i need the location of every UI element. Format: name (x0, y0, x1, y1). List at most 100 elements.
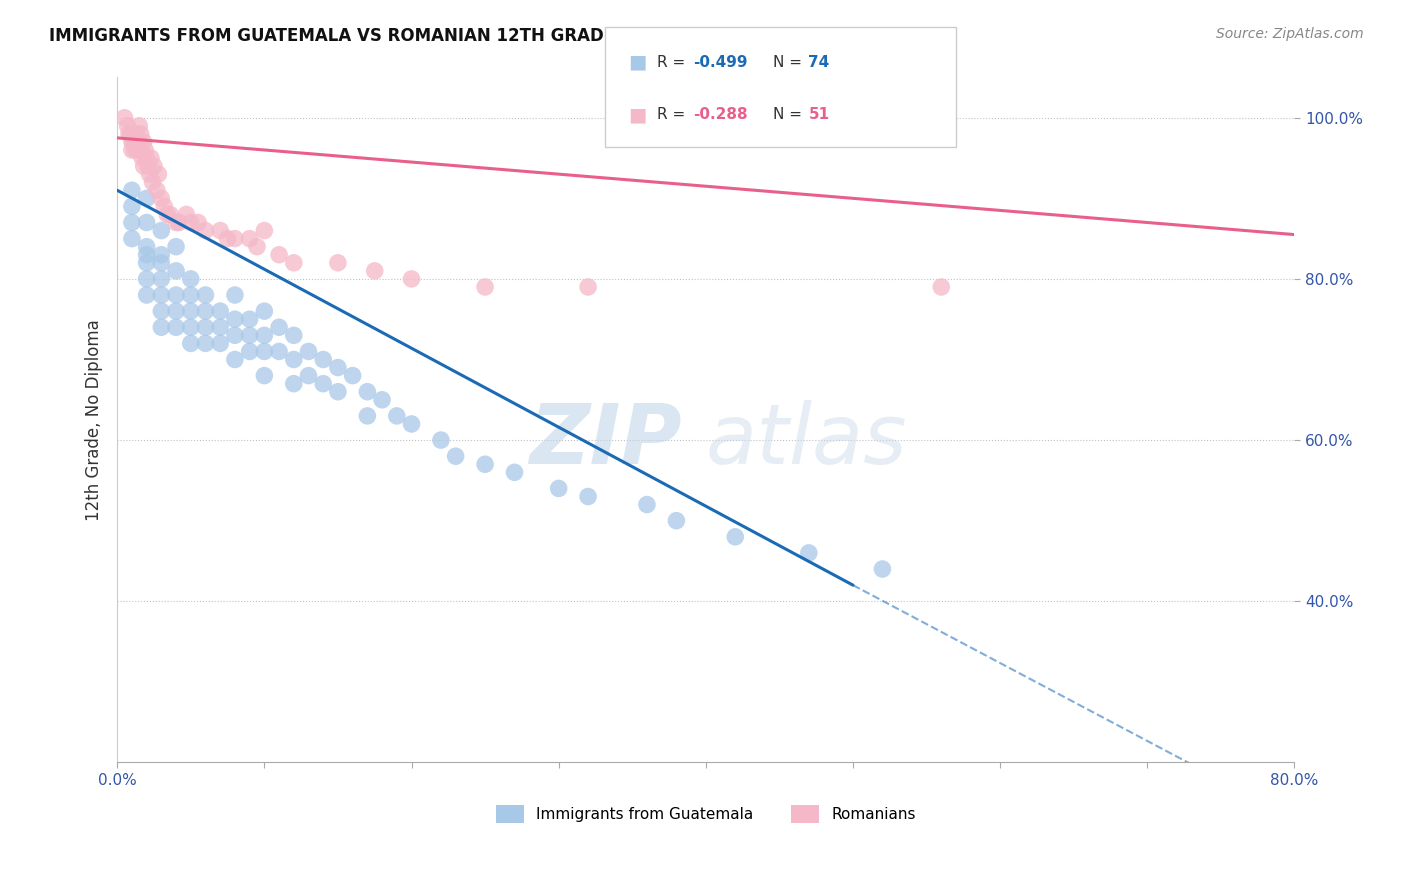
Point (114, 111, 136, 125)
Point (165, 264, 187, 278)
Point (224, 288, 246, 302)
Point (401, 272, 423, 286)
Point (371, 392, 394, 407)
Point (326, 360, 349, 375)
Point (132, 135, 155, 149)
Point (312, 376, 335, 391)
Point (165, 215, 187, 229)
Point (139, 151, 162, 165)
Point (224, 352, 246, 367)
Point (156, 207, 179, 221)
Point (326, 256, 349, 270)
Point (136, 159, 159, 173)
Text: ■: ■ (628, 105, 647, 124)
Point (246, 240, 269, 254)
Point (253, 223, 276, 237)
Point (194, 223, 217, 237)
Text: N =: N = (773, 107, 807, 122)
Point (576, 280, 599, 294)
Point (297, 368, 319, 383)
Point (124, 143, 146, 157)
Point (143, 159, 166, 173)
Point (180, 288, 202, 302)
Point (153, 199, 176, 213)
Point (209, 336, 232, 351)
Point (209, 223, 232, 237)
Point (138, 167, 160, 181)
Point (444, 449, 467, 463)
Point (385, 409, 408, 423)
Point (297, 344, 319, 359)
Point (121, 183, 143, 197)
Text: N =: N = (773, 55, 807, 70)
Point (134, 143, 156, 157)
Point (929, 280, 952, 294)
Point (118, 127, 141, 141)
Point (150, 320, 173, 334)
Point (150, 223, 173, 237)
Point (117, 119, 139, 133)
Point (187, 215, 209, 229)
Point (239, 328, 262, 343)
Point (165, 288, 187, 302)
Legend: Immigrants from Guatemala, Romanians: Immigrants from Guatemala, Romanians (496, 805, 915, 823)
Point (150, 288, 173, 302)
Point (224, 232, 246, 246)
Point (141, 175, 163, 189)
Point (165, 240, 187, 254)
Point (180, 320, 202, 334)
Point (128, 135, 150, 149)
Point (209, 320, 232, 334)
Text: Source: ZipAtlas.com: Source: ZipAtlas.com (1216, 27, 1364, 41)
Point (312, 352, 335, 367)
Point (797, 546, 820, 560)
Point (135, 288, 157, 302)
Point (180, 304, 202, 318)
Point (135, 256, 157, 270)
Point (122, 135, 145, 149)
Point (503, 466, 526, 480)
Point (474, 280, 496, 294)
Text: 51: 51 (808, 107, 830, 122)
Point (121, 232, 143, 246)
Point (364, 264, 387, 278)
Point (665, 514, 688, 528)
Text: R =: R = (657, 55, 690, 70)
Point (239, 344, 262, 359)
Point (217, 232, 239, 246)
Point (283, 256, 305, 270)
Point (129, 143, 152, 157)
Text: atlas: atlas (706, 400, 907, 481)
Point (283, 328, 305, 343)
Point (131, 151, 153, 165)
Point (239, 232, 262, 246)
Point (356, 409, 378, 423)
Point (239, 312, 262, 326)
Point (150, 272, 173, 286)
Text: IMMIGRANTS FROM GUATEMALA VS ROMANIAN 12TH GRADE, NO DIPLOMA CORRELATION CHART: IMMIGRANTS FROM GUATEMALA VS ROMANIAN 12… (49, 27, 952, 45)
Point (121, 135, 143, 149)
Point (165, 304, 187, 318)
Point (547, 482, 569, 496)
Point (430, 433, 453, 447)
Point (253, 344, 276, 359)
Point (150, 191, 173, 205)
Point (724, 530, 747, 544)
Point (135, 191, 157, 205)
Point (120, 127, 142, 141)
Text: -0.288: -0.288 (693, 107, 748, 122)
Point (135, 272, 157, 286)
Point (253, 328, 276, 343)
Point (401, 417, 423, 431)
Point (135, 215, 157, 229)
Point (135, 240, 157, 254)
Point (127, 143, 149, 157)
Point (121, 199, 143, 213)
Point (135, 248, 157, 262)
Point (342, 368, 364, 383)
Point (121, 215, 143, 229)
Point (159, 207, 181, 221)
Point (132, 159, 155, 173)
Point (194, 288, 217, 302)
Point (474, 457, 496, 471)
